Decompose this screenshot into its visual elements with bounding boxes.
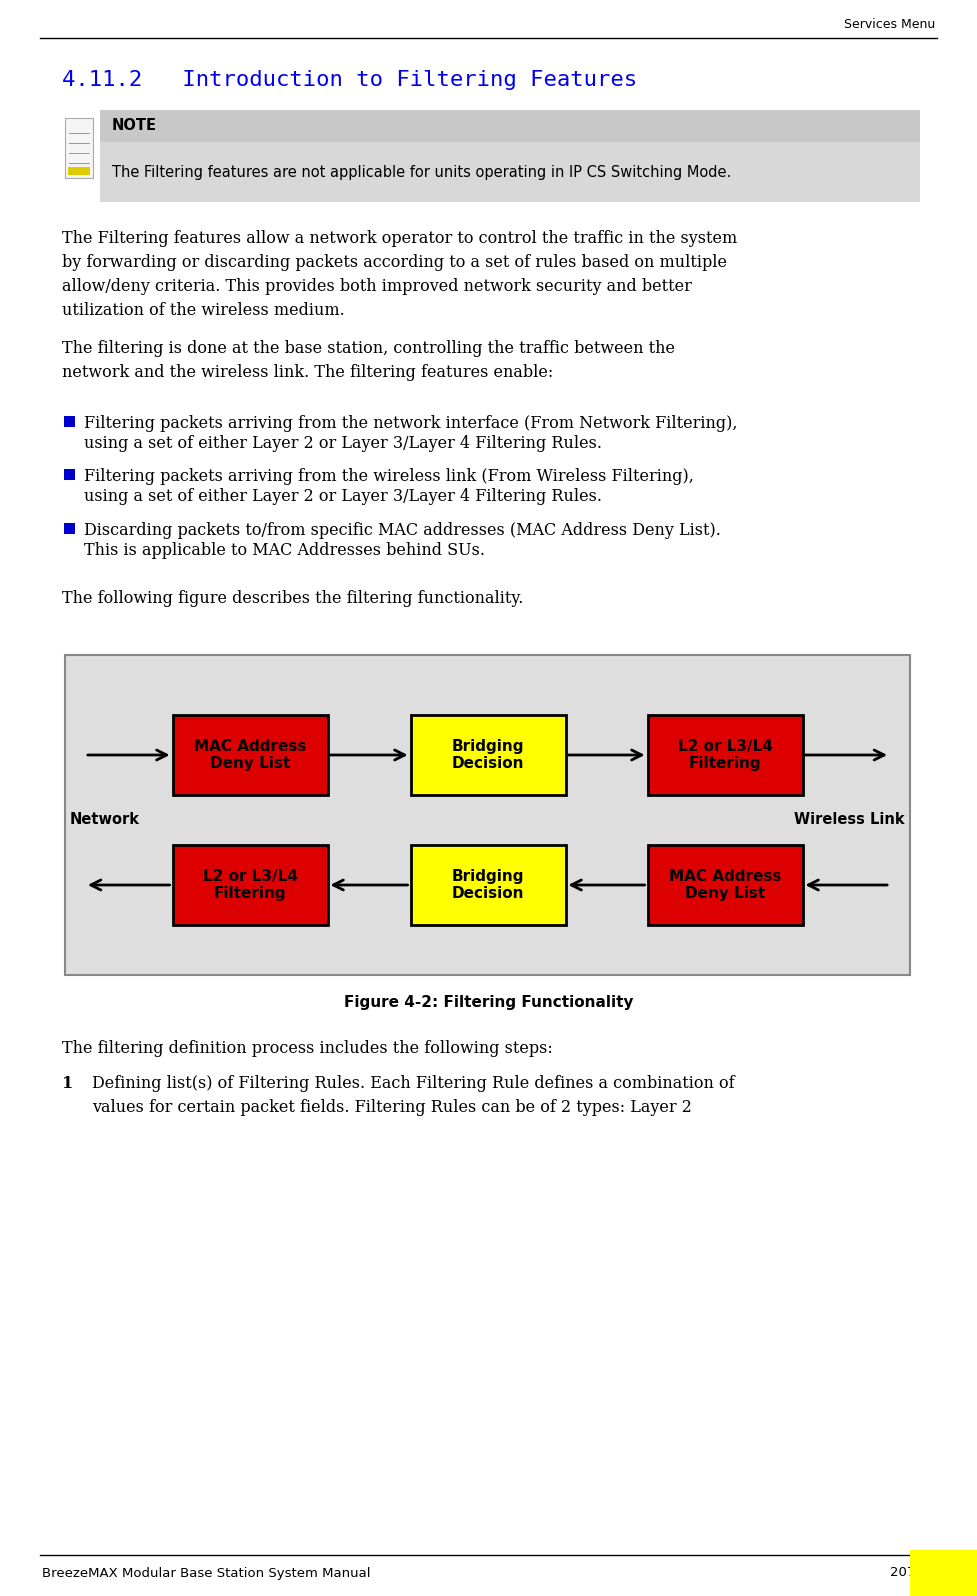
Text: The Filtering features are not applicable for units operating in IP CS Switching: The Filtering features are not applicabl… (112, 164, 731, 179)
Text: The filtering is done at the base station, controlling the traffic between the
n: The filtering is done at the base statio… (62, 340, 675, 381)
Text: NOTE: NOTE (112, 118, 157, 134)
Bar (64, 523, 75, 535)
Text: Filtering packets arriving from the wireless link (From Wireless Filtering),: Filtering packets arriving from the wire… (84, 468, 694, 485)
Text: Figure 4-2: Filtering Functionality: Figure 4-2: Filtering Functionality (344, 994, 633, 1010)
Text: MAC Address
Deny List: MAC Address Deny List (669, 868, 782, 902)
Text: Services Menu: Services Menu (844, 19, 935, 32)
Text: This is applicable to MAC Addresses behind SUs.: This is applicable to MAC Addresses behi… (84, 543, 485, 559)
Text: The Filtering features allow a network operator to control the traffic in the sy: The Filtering features allow a network o… (62, 230, 738, 319)
Text: Wireless Link: Wireless Link (794, 812, 905, 827)
Text: Network: Network (70, 812, 140, 827)
Text: 1: 1 (62, 1076, 73, 1092)
Text: MAC Address
Deny List: MAC Address Deny List (193, 739, 306, 771)
Bar (910, 1550, 977, 1596)
Text: Filtering packets arriving from the network interface (From Network Filtering),: Filtering packets arriving from the netw… (84, 415, 738, 433)
Bar (100, 110, 920, 142)
Text: Bridging
Decision: Bridging Decision (451, 739, 525, 771)
Bar (64, 417, 75, 428)
Bar (173, 844, 327, 926)
Bar (68, 168, 90, 176)
Text: Discarding packets to/from specific MAC addresses (MAC Address Deny List).: Discarding packets to/from specific MAC … (84, 522, 721, 539)
Text: L2 or L3/L4
Filtering: L2 or L3/L4 Filtering (202, 868, 297, 902)
Bar (410, 844, 566, 926)
Text: 4.11.2   Introduction to Filtering Features: 4.11.2 Introduction to Filtering Feature… (62, 70, 637, 89)
Text: using a set of either Layer 2 or Layer 3/Layer 4 Filtering Rules.: using a set of either Layer 2 or Layer 3… (84, 488, 602, 504)
Text: The following figure describes the filtering functionality.: The following figure describes the filte… (62, 591, 524, 606)
Bar (64, 469, 75, 480)
Bar (65, 118, 93, 179)
Text: 207: 207 (890, 1567, 915, 1580)
Text: Defining list(s) of Filtering Rules. Each Filtering Rule defines a combination o: Defining list(s) of Filtering Rules. Eac… (92, 1076, 735, 1116)
Bar (410, 715, 566, 795)
Bar (65, 654, 910, 975)
Text: Bridging
Decision: Bridging Decision (451, 868, 525, 902)
Bar (100, 110, 920, 203)
Bar (173, 715, 327, 795)
Text: BreezeMAX Modular Base Station System Manual: BreezeMAX Modular Base Station System Ma… (42, 1567, 370, 1580)
Text: L2 or L3/L4
Filtering: L2 or L3/L4 Filtering (678, 739, 773, 771)
Bar (648, 715, 802, 795)
Bar (648, 844, 802, 926)
Text: using a set of either Layer 2 or Layer 3/Layer 4 Filtering Rules.: using a set of either Layer 2 or Layer 3… (84, 436, 602, 452)
Text: The filtering definition process includes the following steps:: The filtering definition process include… (62, 1041, 553, 1057)
